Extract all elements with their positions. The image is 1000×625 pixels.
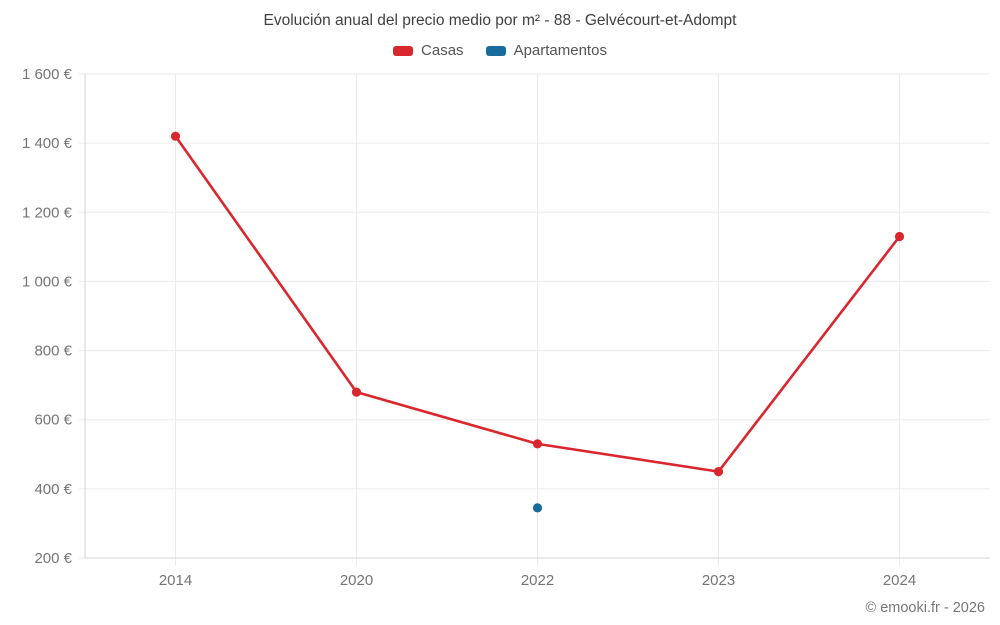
chart-legend: Casas Apartamentos (0, 42, 1000, 59)
legend-label-casas: Casas (421, 42, 464, 59)
svg-text:1 000 €: 1 000 € (22, 273, 73, 290)
svg-text:800 €: 800 € (34, 343, 72, 360)
legend-swatch-apartamentos-icon (485, 45, 506, 56)
svg-text:2014: 2014 (159, 572, 192, 589)
legend-label-apartamentos: Apartamentos (513, 42, 607, 59)
svg-text:2022: 2022 (521, 572, 554, 589)
svg-text:2023: 2023 (702, 572, 735, 589)
svg-text:2024: 2024 (883, 572, 916, 589)
svg-text:1 600 €: 1 600 € (22, 66, 73, 83)
chart-title: Evolución anual del precio medio por m² … (263, 12, 737, 29)
svg-text:400 €: 400 € (34, 481, 72, 498)
svg-text:200 €: 200 € (34, 550, 72, 567)
legend-item-casas[interactable]: Casas (393, 42, 464, 59)
svg-text:1 400 €: 1 400 € (22, 135, 73, 152)
legend-item-apartamentos[interactable]: Apartamentos (485, 42, 607, 59)
svg-text:600 €: 600 € (34, 412, 72, 429)
legend-swatch-casas-icon (393, 45, 414, 56)
svg-text:2020: 2020 (340, 572, 373, 589)
svg-text:1 200 €: 1 200 € (22, 204, 73, 221)
copyright-text: © emooki.fr - 2026 (865, 600, 985, 616)
